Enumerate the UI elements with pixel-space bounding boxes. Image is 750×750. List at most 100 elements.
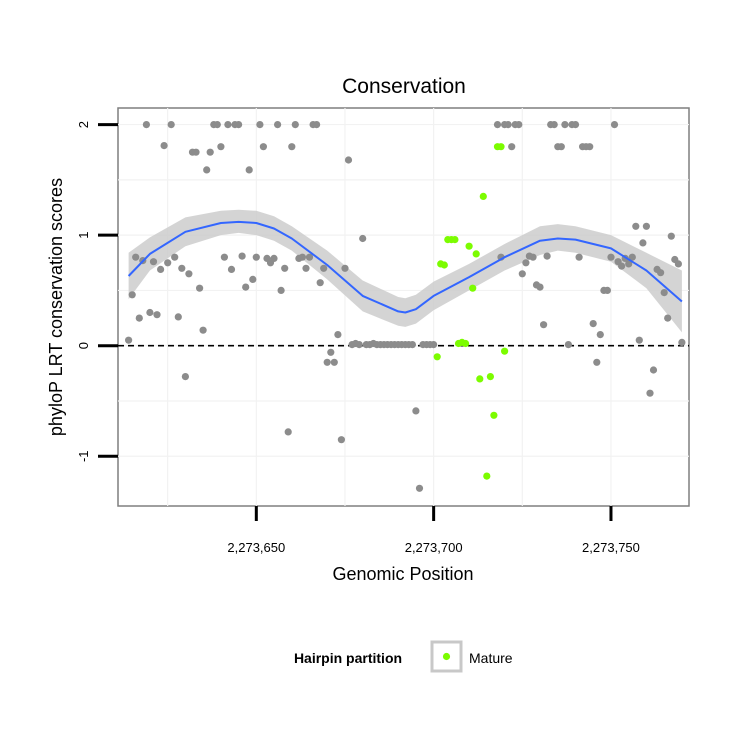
data-point-other bbox=[181, 373, 189, 381]
data-point-mature bbox=[479, 192, 487, 200]
data-point-other bbox=[504, 121, 512, 129]
smooth-trend-line bbox=[127, 220, 683, 314]
data-point-other bbox=[646, 389, 654, 397]
data-point-other bbox=[149, 258, 158, 266]
data-point-other bbox=[327, 348, 335, 356]
data-point-mature bbox=[483, 472, 491, 480]
data-point-mature bbox=[465, 242, 473, 250]
data-point-other bbox=[217, 143, 225, 151]
data-point-mature bbox=[440, 261, 448, 269]
y-tick-label: -1 bbox=[76, 450, 91, 462]
data-point-mature bbox=[433, 353, 441, 361]
data-point-other bbox=[664, 314, 672, 322]
data-point-other bbox=[355, 341, 363, 349]
data-point-mature bbox=[472, 250, 480, 258]
y-tick-label: 2 bbox=[76, 121, 91, 128]
data-point-other bbox=[550, 121, 558, 129]
data-point-other bbox=[174, 313, 182, 321]
data-point-other bbox=[341, 264, 349, 272]
y-axis-title: phyloP LRT conservation scores bbox=[46, 178, 66, 436]
data-point-other bbox=[522, 259, 530, 267]
data-point-other bbox=[632, 222, 640, 230]
data-point-other bbox=[125, 336, 133, 344]
data-point-other bbox=[227, 265, 236, 273]
data-point-other bbox=[557, 143, 565, 151]
data-point-other bbox=[238, 252, 246, 260]
scatter-points-layer bbox=[125, 121, 686, 492]
legend-key-mature bbox=[442, 652, 451, 661]
data-point-other bbox=[142, 121, 150, 129]
data-point-other bbox=[206, 148, 214, 156]
data-point-other bbox=[242, 283, 250, 291]
data-point-other bbox=[256, 121, 264, 129]
data-point-other bbox=[316, 279, 324, 287]
x-tick-label: 2,273,650 bbox=[227, 540, 285, 555]
data-point-other bbox=[249, 275, 257, 283]
data-point-other bbox=[415, 484, 424, 492]
data-point-other bbox=[245, 166, 253, 174]
data-point-other bbox=[330, 358, 338, 366]
data-point-other bbox=[334, 331, 342, 339]
data-point-other bbox=[589, 320, 597, 328]
data-point-mature bbox=[462, 339, 470, 348]
data-point-other bbox=[515, 121, 523, 129]
data-point-other bbox=[674, 260, 683, 268]
data-point-other bbox=[596, 331, 604, 339]
data-point-other bbox=[302, 264, 310, 272]
data-point-other bbox=[199, 326, 207, 334]
data-point-other bbox=[412, 407, 420, 415]
data-point-other bbox=[430, 341, 438, 349]
data-point-other bbox=[135, 314, 143, 322]
data-point-other bbox=[153, 311, 161, 319]
data-point-other bbox=[281, 264, 289, 272]
data-point-other bbox=[284, 428, 292, 436]
data-point-other bbox=[635, 336, 643, 344]
data-point-other bbox=[291, 121, 299, 129]
data-point-other bbox=[543, 252, 551, 260]
x-tick-label: 2,273,750 bbox=[582, 540, 640, 555]
data-point-other bbox=[625, 260, 633, 268]
data-point-other bbox=[167, 121, 175, 129]
data-point-other bbox=[593, 358, 601, 366]
y-axis: -1 0 1 2 bbox=[76, 121, 118, 462]
data-point-other bbox=[607, 253, 615, 261]
data-point-other bbox=[586, 143, 594, 151]
y-tick-label: 1 bbox=[76, 232, 91, 239]
data-point-other bbox=[603, 286, 612, 294]
data-point-other bbox=[667, 232, 675, 240]
data-point-other bbox=[220, 253, 228, 261]
data-point-other bbox=[408, 341, 416, 349]
data-point-other bbox=[259, 143, 267, 151]
data-point-other bbox=[128, 291, 136, 299]
data-point-other bbox=[323, 358, 331, 366]
data-point-mature bbox=[476, 375, 484, 383]
data-point-other bbox=[657, 269, 665, 277]
x-axis-title: Genomic Position bbox=[332, 564, 473, 584]
data-point-other bbox=[561, 121, 569, 129]
data-point-other bbox=[678, 338, 686, 346]
data-point-other bbox=[337, 436, 345, 444]
data-point-other bbox=[213, 121, 221, 129]
data-point-other bbox=[320, 264, 328, 272]
data-point-other bbox=[146, 308, 154, 317]
data-point-other bbox=[571, 121, 580, 129]
y-tick-label: 0 bbox=[76, 342, 91, 349]
data-point-other bbox=[252, 253, 260, 261]
data-point-other bbox=[235, 121, 243, 129]
data-point-other bbox=[508, 143, 516, 151]
data-point-other bbox=[160, 142, 168, 150]
smooth-line-layer bbox=[127, 220, 683, 314]
data-point-other bbox=[618, 262, 626, 270]
data-point-other bbox=[359, 234, 367, 243]
data-point-other bbox=[344, 156, 353, 164]
data-point-other bbox=[203, 166, 211, 174]
data-point-other bbox=[628, 253, 636, 261]
data-point-other bbox=[529, 253, 537, 261]
data-point-other bbox=[274, 121, 282, 129]
data-point-other bbox=[564, 341, 573, 349]
data-point-other bbox=[649, 366, 658, 374]
data-point-other bbox=[171, 253, 179, 261]
data-point-other bbox=[288, 143, 296, 151]
data-point-mature bbox=[451, 236, 459, 244]
